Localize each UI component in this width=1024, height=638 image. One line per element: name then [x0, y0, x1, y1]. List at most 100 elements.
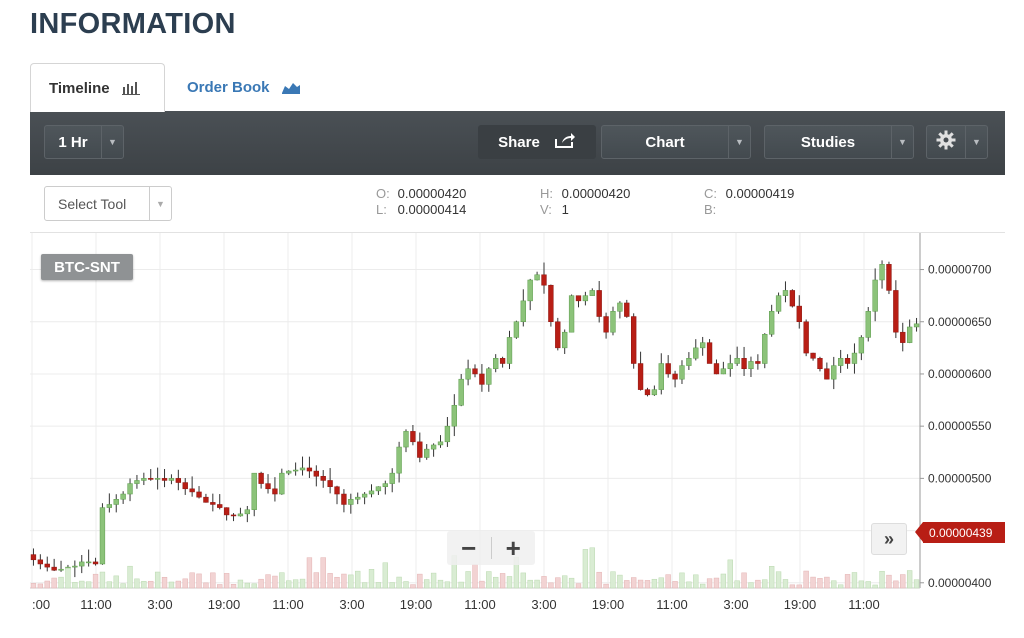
candle-body — [893, 290, 899, 333]
volume-bar — [244, 582, 250, 589]
select-tool-dropdown[interactable]: Select Tool ▼ — [44, 186, 172, 221]
volume-bar — [154, 571, 161, 589]
candle-body — [906, 326, 913, 343]
chart-type-dropdown[interactable]: Chart ▼ — [601, 125, 751, 159]
volume-bar — [720, 573, 727, 589]
candle-body — [541, 274, 547, 286]
interval-dropdown[interactable]: 1 Hr ▼ — [44, 125, 124, 159]
share-button[interactable]: Share — [478, 125, 596, 159]
studies-dropdown[interactable]: Studies ▼ — [764, 125, 914, 159]
candle-body — [348, 499, 354, 505]
volume-bar — [865, 581, 871, 589]
zoom-in-button[interactable]: + — [505, 533, 521, 563]
candle-body — [451, 405, 457, 427]
candle-body — [686, 358, 692, 366]
ohlc-open: O: 0.00000420 — [376, 186, 467, 201]
volume-bar — [327, 573, 333, 589]
candle-body — [486, 368, 492, 385]
candle-body — [430, 444, 437, 450]
candle-body — [175, 478, 181, 483]
tab-timeline[interactable]: Timeline — [30, 63, 165, 112]
volume-bar — [727, 559, 733, 589]
candle-body — [127, 483, 133, 495]
volume-bar — [913, 579, 920, 589]
volume-bar — [85, 581, 92, 589]
candle-body — [437, 441, 444, 446]
candle-body — [493, 358, 499, 369]
x-tick-label: 11:00 — [272, 597, 304, 612]
volume-bar — [51, 577, 57, 589]
volume-bar — [444, 581, 451, 589]
volume-bar — [272, 575, 278, 589]
candle-body — [769, 311, 775, 335]
candle-body — [879, 264, 885, 281]
candle-body — [203, 496, 209, 503]
candlestick-chart: 0.00000700 0.00000650 0.00000600 0.00000550… — [30, 233, 992, 612]
volume-bar — [748, 582, 754, 589]
candle-body — [410, 431, 416, 443]
candle-body — [472, 368, 478, 375]
candle-body — [803, 321, 809, 354]
volume-bar — [355, 570, 361, 589]
zoom-divider — [490, 537, 492, 559]
volume-bar — [341, 573, 347, 589]
candle-body — [334, 486, 340, 495]
volume-bar — [127, 565, 133, 589]
volume-bar — [506, 576, 513, 589]
candle-body — [824, 368, 830, 380]
candle-body — [299, 467, 306, 471]
y-tick-label: 0.00000650 — [928, 315, 992, 329]
volume-bar — [313, 572, 319, 589]
volume-bar — [141, 581, 147, 589]
volume-bar — [334, 576, 340, 589]
volume-bar — [265, 574, 271, 589]
y-tick-label: 0.00000400 — [928, 576, 992, 590]
chart-tabs: Timeline Order Book — [30, 63, 1005, 112]
volume-bar — [713, 577, 720, 589]
candle-body — [872, 279, 878, 312]
volume-bar — [403, 581, 409, 589]
volume-bar — [424, 579, 430, 589]
volume-bar — [651, 578, 658, 589]
candle-body — [134, 480, 140, 484]
volume-bar — [603, 583, 609, 589]
candle-body — [679, 365, 685, 380]
candle-body — [720, 368, 727, 375]
volume-bar — [782, 579, 789, 589]
candle-body — [217, 504, 223, 508]
candle-body — [272, 488, 278, 495]
volume-bar — [417, 573, 423, 589]
candle-body — [527, 279, 533, 302]
price-chart[interactable]: 0.00000700 0.00000650 0.00000600 0.00000550… — [30, 233, 1005, 638]
volume-bar — [769, 566, 775, 589]
candle-body — [665, 363, 671, 375]
page-title: INFORMATION — [30, 8, 236, 40]
volume-bar — [44, 580, 50, 589]
candle-body — [444, 425, 451, 443]
volume-bar — [361, 582, 368, 589]
volume-bar — [886, 574, 892, 589]
candle-body — [796, 305, 802, 322]
candle-body — [106, 504, 113, 508]
zoom-controls: − + — [447, 531, 535, 565]
scroll-to-end-button[interactable]: » — [871, 523, 907, 555]
candle-body — [30, 554, 37, 561]
candle-body — [389, 472, 395, 484]
area-chart-icon — [281, 80, 300, 94]
volume-bar — [631, 577, 637, 589]
candle-body — [113, 499, 119, 505]
volume-bar — [700, 583, 706, 589]
candle-body — [789, 290, 796, 307]
tab-order-book[interactable]: Order Book — [187, 63, 300, 111]
candle-body — [265, 483, 271, 490]
zoom-out-button[interactable]: − — [461, 533, 477, 563]
volume-bar — [292, 579, 299, 589]
settings-dropdown[interactable]: ▼ — [926, 125, 988, 159]
candle-body — [548, 284, 554, 322]
candle-body — [637, 363, 644, 390]
candle-body — [624, 302, 630, 317]
x-tick-label: 19:00 — [784, 597, 817, 612]
volume-bar — [479, 580, 485, 589]
volume-bar — [99, 571, 106, 589]
volume-bar — [493, 576, 499, 589]
